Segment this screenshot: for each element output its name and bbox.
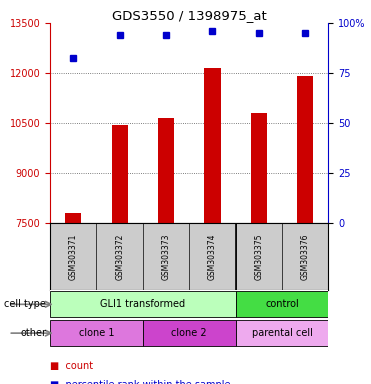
Bar <box>236 291 328 317</box>
Bar <box>143 320 236 346</box>
Text: GSM303374: GSM303374 <box>208 233 217 280</box>
Text: GSM303373: GSM303373 <box>161 233 171 280</box>
Text: ■  count: ■ count <box>50 361 93 371</box>
Text: clone 2: clone 2 <box>171 328 207 338</box>
Bar <box>65 213 81 223</box>
Bar <box>297 76 313 223</box>
Text: GSM303376: GSM303376 <box>301 233 310 280</box>
Text: parental cell: parental cell <box>252 328 312 338</box>
Title: GDS3550 / 1398975_at: GDS3550 / 1398975_at <box>112 9 267 22</box>
Text: GLI1 transformed: GLI1 transformed <box>100 299 186 310</box>
Bar <box>50 291 236 317</box>
Text: cell type: cell type <box>4 299 46 310</box>
Bar <box>236 320 328 346</box>
Bar <box>50 320 143 346</box>
Text: control: control <box>265 299 299 310</box>
Text: clone 1: clone 1 <box>79 328 114 338</box>
Bar <box>112 124 128 223</box>
Bar <box>251 113 267 223</box>
Bar <box>158 118 174 223</box>
Text: other: other <box>20 328 46 338</box>
Text: ■  percentile rank within the sample: ■ percentile rank within the sample <box>50 380 231 384</box>
Text: GSM303372: GSM303372 <box>115 233 124 280</box>
Text: GSM303375: GSM303375 <box>254 233 263 280</box>
Bar <box>204 68 220 223</box>
Text: GSM303371: GSM303371 <box>69 233 78 280</box>
